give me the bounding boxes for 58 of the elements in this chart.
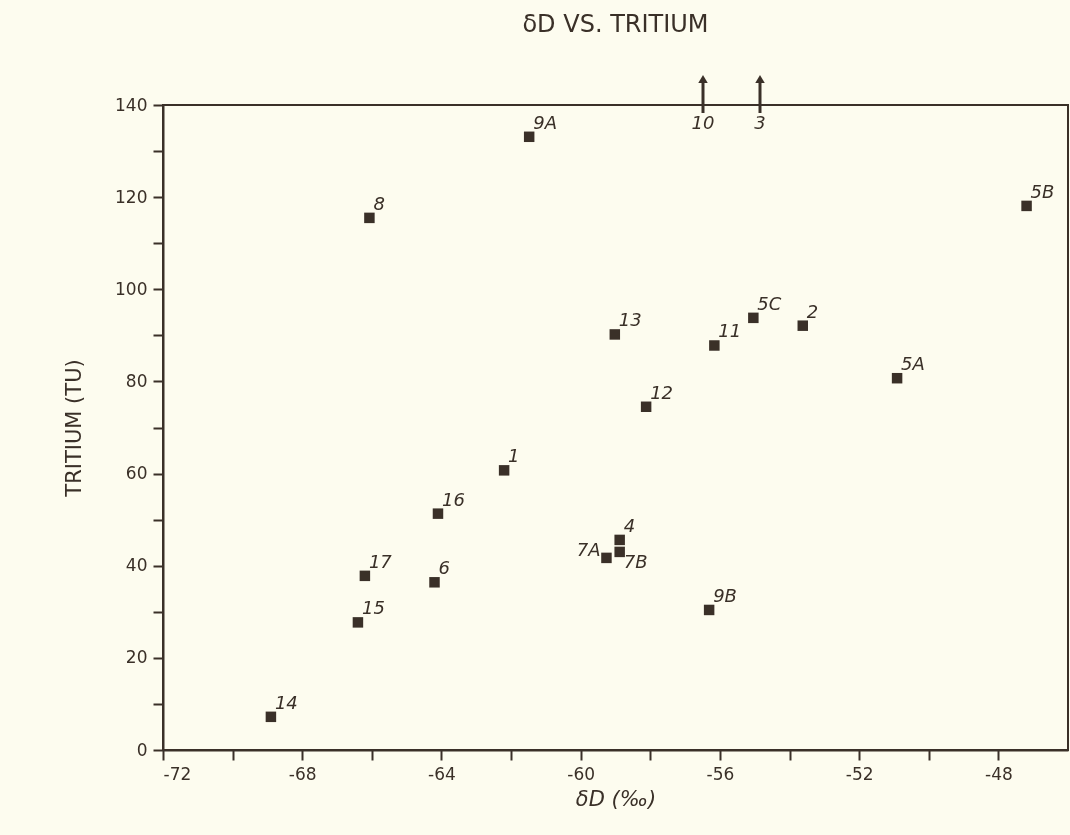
annotation: 4	[623, 514, 636, 536]
point	[609, 329, 621, 340]
point	[498, 465, 510, 476]
point	[614, 546, 625, 558]
annotation: 16	[441, 488, 465, 510]
annotation: 5B	[1030, 180, 1055, 202]
x-tick-label: -68	[288, 763, 317, 784]
y-tick-label: 60	[125, 463, 148, 484]
point	[703, 604, 715, 616]
annotation: 7B	[623, 550, 648, 572]
y-tick-label: 40	[125, 555, 148, 576]
point	[640, 401, 652, 413]
annotation: 7A	[576, 538, 601, 560]
chart-title: δD VS. TRITIUM	[522, 9, 709, 38]
annotation: 1	[508, 445, 520, 467]
annotation: 5A	[901, 353, 925, 375]
annotation: 17	[368, 550, 393, 572]
x-tick-label: -56	[706, 763, 735, 784]
annotation: 9B	[713, 584, 737, 606]
annotation: 11	[718, 320, 742, 342]
annotation: 9A	[533, 111, 557, 133]
point	[432, 508, 444, 519]
annotation: 13	[618, 309, 642, 331]
point	[709, 340, 720, 351]
point	[614, 534, 625, 546]
annotation: 14	[274, 691, 298, 713]
y-tick-label: 80	[125, 370, 148, 391]
annotation: 2	[806, 300, 819, 322]
y-tick-label: 100	[115, 278, 148, 299]
x-tick-label: -48	[984, 763, 1013, 784]
x-tick-label: -60	[567, 763, 596, 784]
point	[352, 617, 364, 628]
y-tick-label: 20	[125, 647, 148, 668]
point	[797, 320, 809, 331]
point	[429, 577, 440, 588]
point	[359, 570, 371, 582]
y-tick-label: 0	[136, 739, 148, 760]
annotation: 12	[650, 381, 674, 403]
y-tick-label: 120	[115, 186, 148, 207]
annotation: 15	[361, 597, 385, 619]
x-tick-label: -64	[428, 763, 456, 784]
point	[601, 552, 612, 564]
y-axis-title: TRITIUM (TU)	[62, 359, 87, 498]
point	[891, 372, 903, 384]
point	[748, 312, 759, 324]
x-tick-label: -52	[845, 763, 874, 784]
annotation: 10	[691, 112, 715, 133]
point	[1021, 200, 1032, 212]
annotation: 6	[438, 557, 450, 579]
annotation: 3	[754, 112, 766, 133]
y-tick-label: 140	[115, 94, 148, 115]
x-axis-title: δD (‰)	[575, 786, 657, 811]
point	[523, 131, 535, 143]
x-tick-label: -72	[163, 763, 192, 784]
annotation: 5C	[757, 292, 782, 314]
point	[265, 711, 277, 723]
annotation: 8	[373, 192, 385, 214]
point	[364, 212, 375, 224]
